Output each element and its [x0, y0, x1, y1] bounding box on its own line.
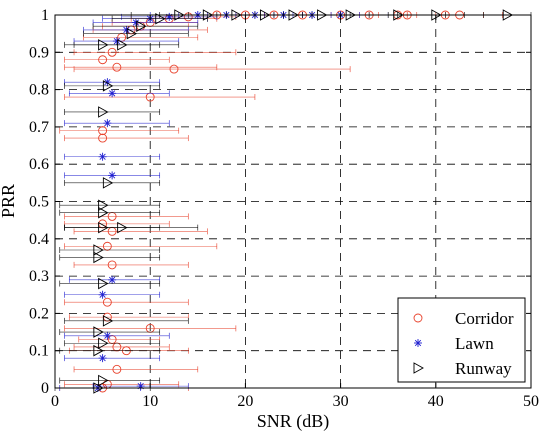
grid: [55, 15, 531, 388]
legend-label-lawn: Lawn: [455, 334, 494, 353]
data-point: [107, 260, 117, 270]
legend-box: [397, 297, 526, 383]
data-point: [103, 119, 112, 128]
data-point: [98, 290, 107, 299]
data-point: [98, 199, 109, 211]
x-tick-label: 20: [237, 393, 253, 410]
data-point: [98, 354, 107, 363]
y-tick-label: 0.5: [29, 194, 49, 211]
data-point: [117, 39, 128, 51]
data-point: [98, 277, 109, 290]
data-point: [102, 315, 114, 327]
data-point: [108, 275, 117, 284]
data-point: [108, 89, 117, 98]
data-point: [102, 177, 114, 189]
y-tick-label: 0.1: [29, 343, 49, 360]
data-point: [98, 152, 107, 161]
x-tick-label: 50: [523, 393, 539, 410]
y-tick-label: 0.2: [29, 305, 49, 322]
data-point: [103, 331, 112, 340]
data-point: [98, 106, 109, 118]
legend-label-runway: Runway: [455, 359, 512, 378]
data-point: [93, 244, 104, 256]
data-point: [112, 364, 122, 374]
data-point: [107, 47, 117, 57]
data-point: [98, 337, 109, 350]
data-point: [102, 80, 114, 92]
y-tick-label: 0.4: [29, 231, 49, 248]
y-axis-label: PRR: [0, 184, 18, 218]
legend-label-corridor: Corridor: [455, 309, 514, 328]
x-tick-label: 30: [333, 393, 349, 410]
legend: Corridor Lawn Runway: [397, 297, 526, 383]
legend-marker-runway: [413, 362, 424, 374]
y-tick-label: 0.7: [29, 119, 49, 136]
data-point: [108, 171, 117, 180]
data-point: [126, 27, 138, 40]
data-point: [155, 12, 166, 25]
y-tick-label: 0.9: [29, 44, 49, 61]
data-point: [93, 251, 104, 264]
data-point: [98, 206, 109, 219]
data-point: [98, 126, 108, 136]
data-point: [117, 221, 128, 234]
x-axis-label: SNR (dB): [257, 411, 330, 432]
y-tick-label: 0.8: [29, 82, 49, 99]
y-tick-label: 1: [41, 7, 49, 24]
data-point: [93, 326, 104, 338]
data-point: [112, 62, 122, 72]
y-tick-label: 0: [41, 380, 49, 397]
y-tick-label: 0.6: [29, 156, 49, 173]
x-tick-label: 0: [51, 393, 59, 410]
data-point: [136, 20, 147, 32]
data-point: [102, 297, 112, 307]
data-point: [98, 133, 108, 143]
y-tick-label: 0.3: [29, 268, 49, 285]
axis-ticks: 0 10 20 30 40 50 0 0.1 0.2 0.3 0.4 0.5 0.6 0.7 0.8 0.9 1: [29, 7, 539, 410]
data-point: [169, 64, 179, 74]
x-tick-label: 10: [142, 393, 158, 410]
data-point: [98, 55, 108, 65]
legend-marker-corridor: [413, 313, 423, 323]
legend-marker-lawn: [414, 339, 422, 347]
data-point: [98, 374, 109, 387]
x-tick-label: 40: [428, 393, 444, 410]
